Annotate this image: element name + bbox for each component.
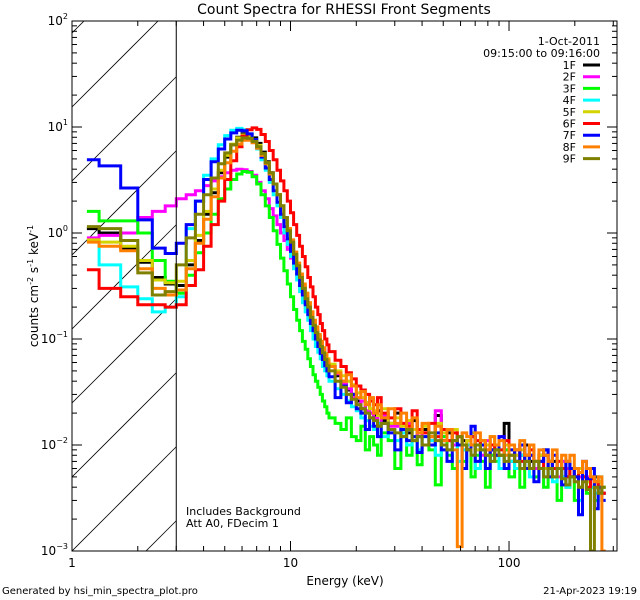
y-axis-label-base: counts cm (27, 285, 41, 347)
legend-label: 7F (563, 129, 576, 142)
series-3F (86, 170, 606, 502)
y-tick-labels: 102 101 100 10−1 10−2 10−3 (41, 12, 68, 558)
series-layer (86, 126, 606, 551)
y-tick-label: 10−3 (41, 542, 68, 558)
legend-label: 6F (563, 118, 576, 131)
header-time-range: 09:15:00 to 09:16:00 (483, 47, 600, 60)
chart-title: Count Spectra for RHESSI Front Segments (197, 2, 491, 18)
hatch-line (72, 224, 177, 330)
annotation-attenuator: Att A0, FDecim 1 (186, 517, 279, 530)
plot-frame (71, 20, 618, 552)
y-tick-label: 102 (48, 12, 68, 28)
hatch-line (72, 446, 177, 551)
y-axis-label-exp2: -1 (26, 259, 35, 267)
legend-label: 2F (563, 71, 576, 84)
legend-label: 8F (563, 141, 576, 154)
series-7F (86, 128, 606, 517)
footer-timestamp: 21-Apr-2023 19:19 (543, 586, 637, 597)
axis-ticks (71, 21, 617, 552)
y-tick-label: 10−1 (41, 330, 68, 346)
y-tick-label: 10−2 (41, 436, 68, 452)
y-axis-label-mid: s (27, 267, 41, 277)
series-9F (86, 136, 606, 551)
x-tick-label: 100 (498, 556, 521, 570)
hatch-line (72, 76, 177, 182)
legend-label: 3F (563, 82, 576, 95)
y-axis-label: counts cm-2 s-1 keV-1 (26, 225, 41, 347)
footer-generated-by: Generated by hsi_min_spectra_plot.pro (2, 586, 198, 597)
y-axis-label-end: keV (27, 232, 41, 259)
header-date: 1-Oct-2011 (538, 35, 600, 48)
y-axis-label-exp1: -2 (26, 277, 35, 285)
x-tick-label: 1 (68, 556, 76, 570)
x-tick-labels: 1 10 100 (68, 556, 520, 570)
x-tick-label: 10 (283, 556, 298, 570)
y-tick-label: 100 (48, 224, 68, 240)
hatch-line (72, 372, 177, 478)
y-axis-label-exp3: -1 (26, 225, 35, 233)
hatch-line (72, 21, 159, 108)
legend-label: 4F (563, 94, 576, 107)
hatch-line (72, 298, 177, 404)
annotation-background: Includes Background (186, 505, 301, 518)
y-tick-label: 101 (48, 118, 68, 134)
x-axis-label: Energy (keV) (306, 574, 383, 588)
legend-label: 9F (563, 153, 576, 166)
legend-label: 1F (563, 59, 576, 72)
legend-label: 5F (563, 106, 576, 119)
hatch-line (145, 520, 177, 551)
